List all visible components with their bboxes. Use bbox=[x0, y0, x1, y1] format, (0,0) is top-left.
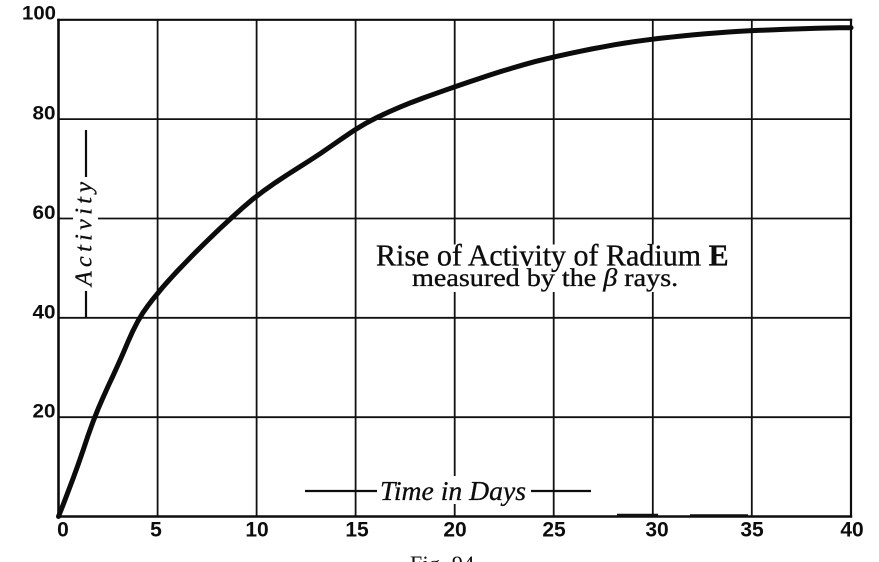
svg-text:40: 40 bbox=[840, 518, 863, 541]
svg-text:0: 0 bbox=[57, 518, 69, 541]
svg-text:Time in Days: Time in Days bbox=[380, 476, 526, 506]
svg-text:Fig. 94.: Fig. 94. bbox=[410, 551, 480, 562]
svg-text:20: 20 bbox=[443, 518, 466, 541]
svg-text:Rise of Activity of Radium E: Rise of Activity of Radium E bbox=[376, 238, 729, 273]
svg-text:20: 20 bbox=[33, 401, 56, 423]
svg-text:25: 25 bbox=[542, 518, 566, 541]
svg-text:measured by the β rays.: measured by the β rays. bbox=[412, 265, 678, 292]
svg-text:40: 40 bbox=[33, 301, 56, 323]
svg-text:15: 15 bbox=[345, 518, 369, 541]
svg-text:10: 10 bbox=[245, 518, 268, 541]
svg-text:35: 35 bbox=[740, 518, 764, 541]
svg-text:100: 100 bbox=[22, 3, 56, 25]
svg-text:80: 80 bbox=[33, 103, 56, 125]
svg-text:60: 60 bbox=[33, 202, 56, 224]
svg-text:30: 30 bbox=[645, 518, 668, 541]
svg-text:5: 5 bbox=[150, 518, 162, 541]
svg-text:Activity: Activity bbox=[72, 182, 98, 288]
